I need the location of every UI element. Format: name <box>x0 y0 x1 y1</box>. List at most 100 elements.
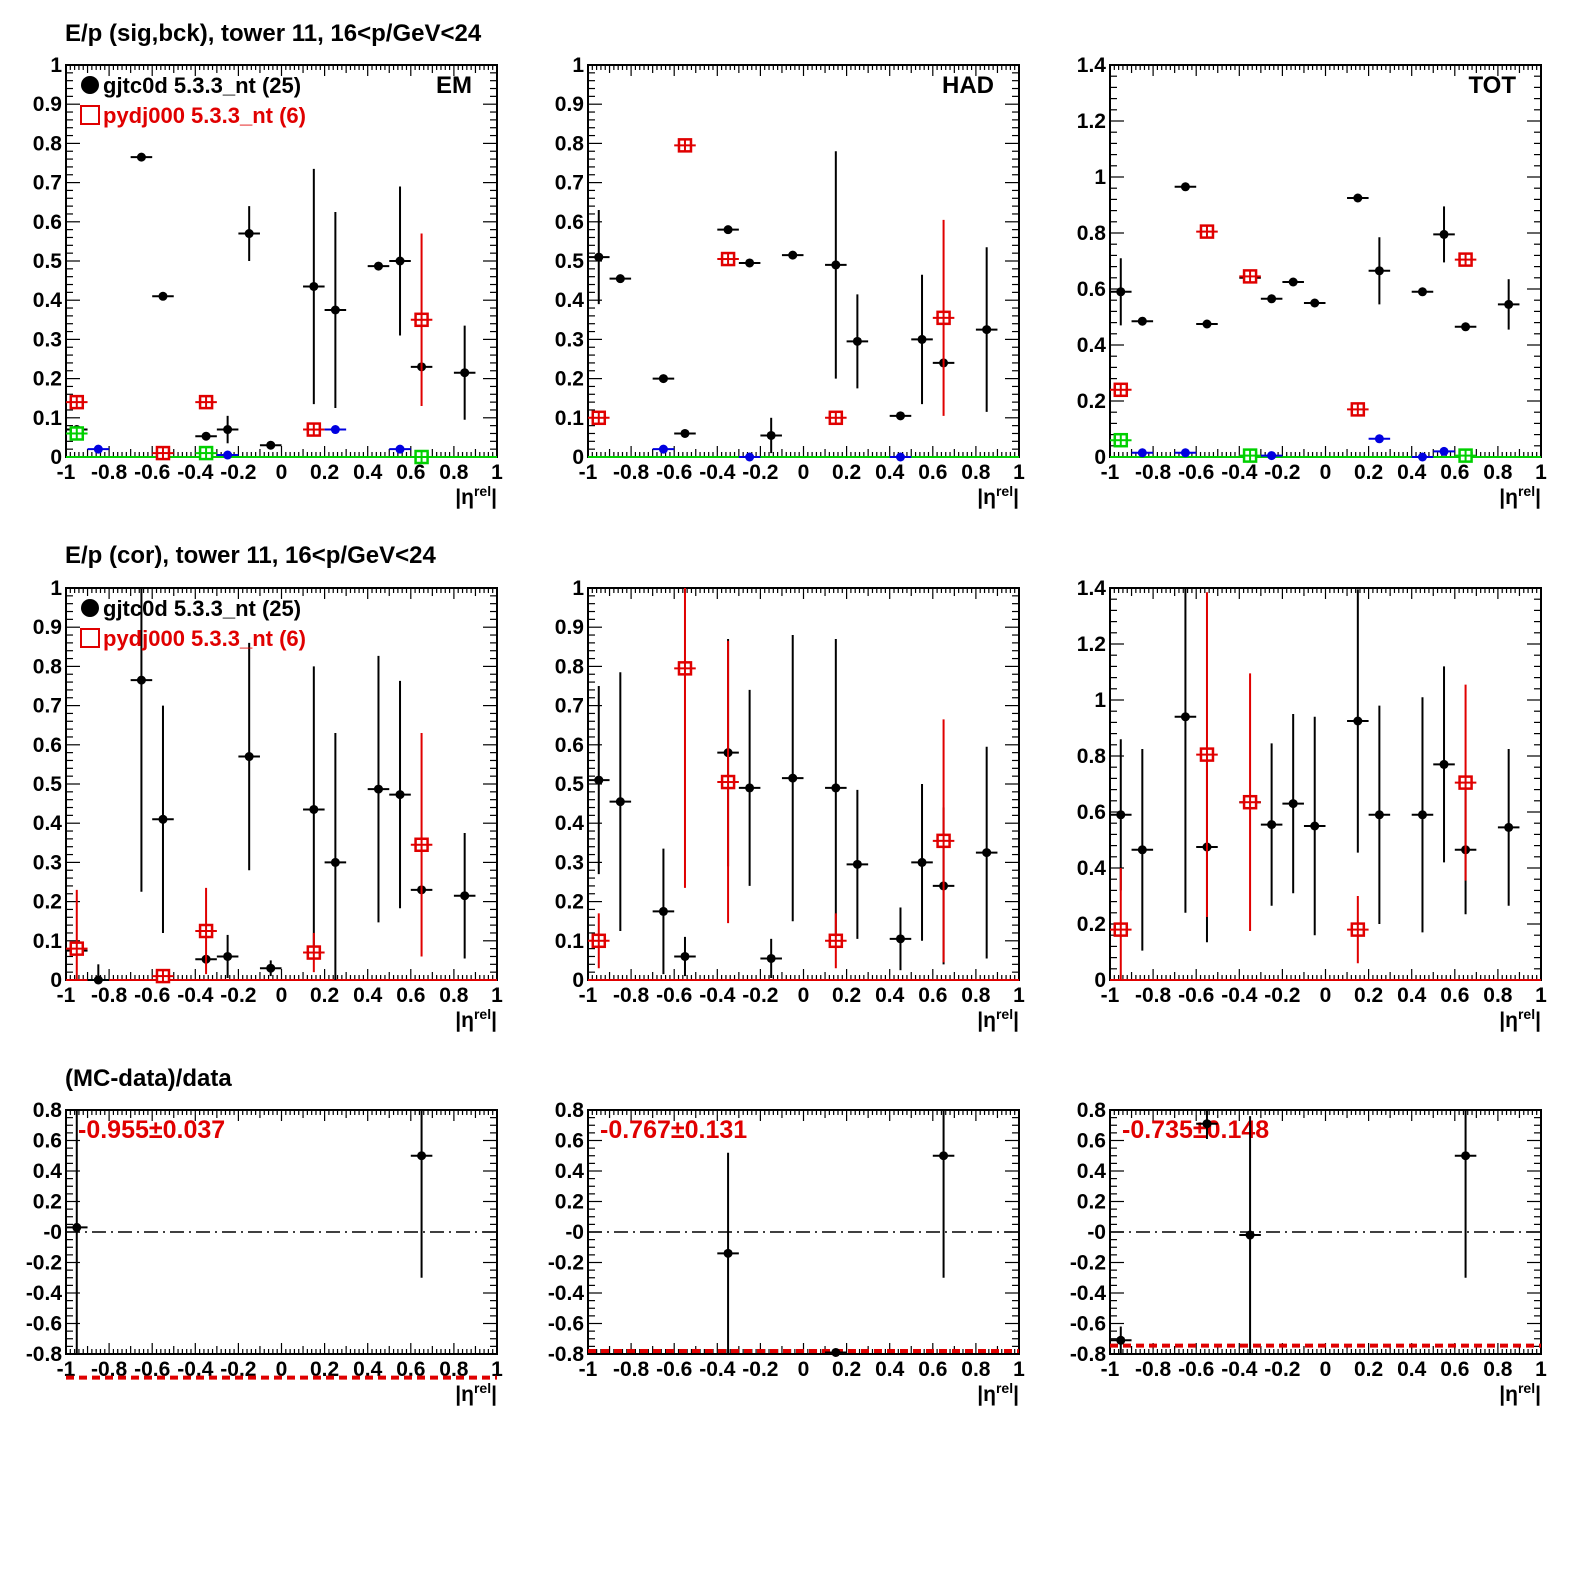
x-tick-label: 0.2 <box>832 1358 861 1381</box>
data-marker <box>395 444 405 454</box>
data-marker <box>244 229 254 239</box>
x-tick-label: 0.2 <box>310 984 339 1007</box>
x-tick-label: -0.4 <box>1221 461 1258 484</box>
x-tick-label: 0 <box>798 984 810 1007</box>
panel-label: EM <box>436 72 472 99</box>
x-tick-label: 0.6 <box>918 984 947 1007</box>
data-marker <box>658 444 668 454</box>
x-axis-label: |ηrel| <box>1499 1380 1541 1406</box>
y-tick-label: 0.3 <box>555 328 584 351</box>
legend-label-data: gjtc0d 5.3.3_nt (25) <box>103 596 301 621</box>
y-tick-label: 0 <box>1094 446 1106 469</box>
data-marker <box>1439 446 1449 456</box>
data-marker <box>460 368 470 378</box>
y-tick-label: 0.2 <box>555 891 584 914</box>
data-marker <box>266 963 276 973</box>
y-tick-label: 0.4 <box>33 1160 63 1183</box>
y-tick-label: 0.2 <box>555 1191 584 1214</box>
x-tick-label: 0.4 <box>1397 461 1427 484</box>
data-marker <box>1137 845 1147 855</box>
x-tick-label: 0.6 <box>396 1358 425 1381</box>
x-tick-label: 0.8 <box>439 461 469 484</box>
fit-value-label: -0.955±0.037 <box>78 1116 225 1144</box>
y-tick-label: 0.2 <box>33 368 62 391</box>
data-marker <box>1439 229 1449 239</box>
plot-frame <box>1109 587 1542 981</box>
data-marker <box>158 814 168 824</box>
row-title-ratio: (MC-data)/data <box>65 1065 232 1092</box>
y-tick-label: 0.2 <box>33 891 62 914</box>
data-marker <box>93 444 103 454</box>
data-marker <box>982 848 992 858</box>
x-tick-label: -1 <box>57 461 76 484</box>
y-tick-label: -0.2 <box>548 1252 584 1275</box>
x-tick-label: -0.4 <box>699 984 736 1007</box>
legend: gjtc0d 5.3.3_nt (25) pydj000 5.3.3_nt (6) <box>80 73 306 128</box>
x-tick-label: -1 <box>1101 461 1120 484</box>
y-tick-label: 0.7 <box>33 695 62 718</box>
y-tick-label: 0.3 <box>33 328 62 351</box>
data-marker <box>1180 448 1190 458</box>
data-marker <box>895 411 905 421</box>
x-tick-label: 0.8 <box>439 1358 469 1381</box>
x-tick-label: -1 <box>579 1358 598 1381</box>
y-tick-label: 0.3 <box>33 851 62 874</box>
x-tick-label: 0.6 <box>396 461 425 484</box>
x-tick-label: 0.8 <box>961 461 991 484</box>
x-tick-label: 0 <box>798 1358 810 1381</box>
y-tick-label: 0 <box>572 446 584 469</box>
data-marker <box>266 440 276 450</box>
y-tick-label: -0 <box>1087 1221 1106 1244</box>
data-marker <box>1116 287 1126 297</box>
data-marker <box>330 305 340 315</box>
y-tick-label: 0.8 <box>33 132 63 155</box>
x-tick-label: -0.8 <box>91 461 128 484</box>
panel-label: TOT <box>1468 72 1516 99</box>
y-tick-label: 0.5 <box>555 250 585 273</box>
x-tick-label: 0.8 <box>1483 1358 1513 1381</box>
y-tick-label: 0.8 <box>33 1099 63 1122</box>
x-tick-label: 0 <box>276 984 288 1007</box>
data-marker <box>723 1248 733 1258</box>
row-title-sigbck: E/p (sig,bck), tower 11, 16<p/GeV<24 <box>65 20 482 47</box>
data-marker <box>1202 1119 1212 1129</box>
legend-marker-mc <box>80 628 100 648</box>
panel-had-cor: -1 -0.8 -0.6 -0.4 -0.2 0 0.2 0.4 0.6 0.8 1|ηrel|00… <box>555 577 1025 1032</box>
x-tick-label: 0.6 <box>1440 984 1469 1007</box>
x-tick-label: -0.2 <box>742 461 778 484</box>
y-tick-label: 0.6 <box>555 211 584 234</box>
data-marker <box>1374 810 1384 820</box>
x-tick-label: 0.6 <box>918 1358 947 1381</box>
x-axis-label: |ηrel| <box>455 483 497 509</box>
x-tick-label: 1 <box>491 1358 503 1381</box>
y-tick-label: 0.1 <box>33 407 63 430</box>
x-axis-label: |ηrel| <box>977 483 1019 509</box>
x-tick-label: -0.4 <box>177 1358 214 1381</box>
x-tick-label: -1 <box>57 984 76 1007</box>
data-marker <box>1417 452 1427 462</box>
panel-em: -1 -0.8 -0.6 -0.4 -0.2 0 0.2 0.4 0.6 0.8 1|ηrel|00… <box>33 54 503 509</box>
data-marker <box>658 374 668 384</box>
data-marker <box>1137 448 1147 458</box>
x-tick-label: 0.4 <box>353 461 383 484</box>
panel-had: -1 -0.8 -0.6 -0.4 -0.2 0 0.2 0.4 0.6 0.8 1|ηrel|00… <box>555 54 1025 509</box>
legend-label-data: gjtc0d 5.3.3_nt (25) <box>103 73 301 98</box>
x-tick-label: -0.4 <box>1221 1358 1258 1381</box>
data-marker <box>615 797 625 807</box>
data-marker <box>395 790 405 800</box>
y-tick-label: 0.8 <box>555 655 585 678</box>
y-tick-label: 0 <box>50 446 62 469</box>
x-tick-label: -0.4 <box>1221 984 1258 1007</box>
y-tick-label: -0 <box>43 1221 62 1244</box>
data-marker <box>1245 1230 1255 1240</box>
data-marker <box>223 425 233 435</box>
data-marker <box>1417 810 1427 820</box>
y-tick-label: -0.4 <box>26 1282 63 1305</box>
y-tick-label: 0.8 <box>555 132 585 155</box>
y-tick-label: 1 <box>1094 689 1106 712</box>
data-marker <box>72 1222 82 1232</box>
data-marker <box>1374 434 1384 444</box>
data-marker <box>330 857 340 867</box>
y-tick-label: 0.4 <box>33 812 63 835</box>
